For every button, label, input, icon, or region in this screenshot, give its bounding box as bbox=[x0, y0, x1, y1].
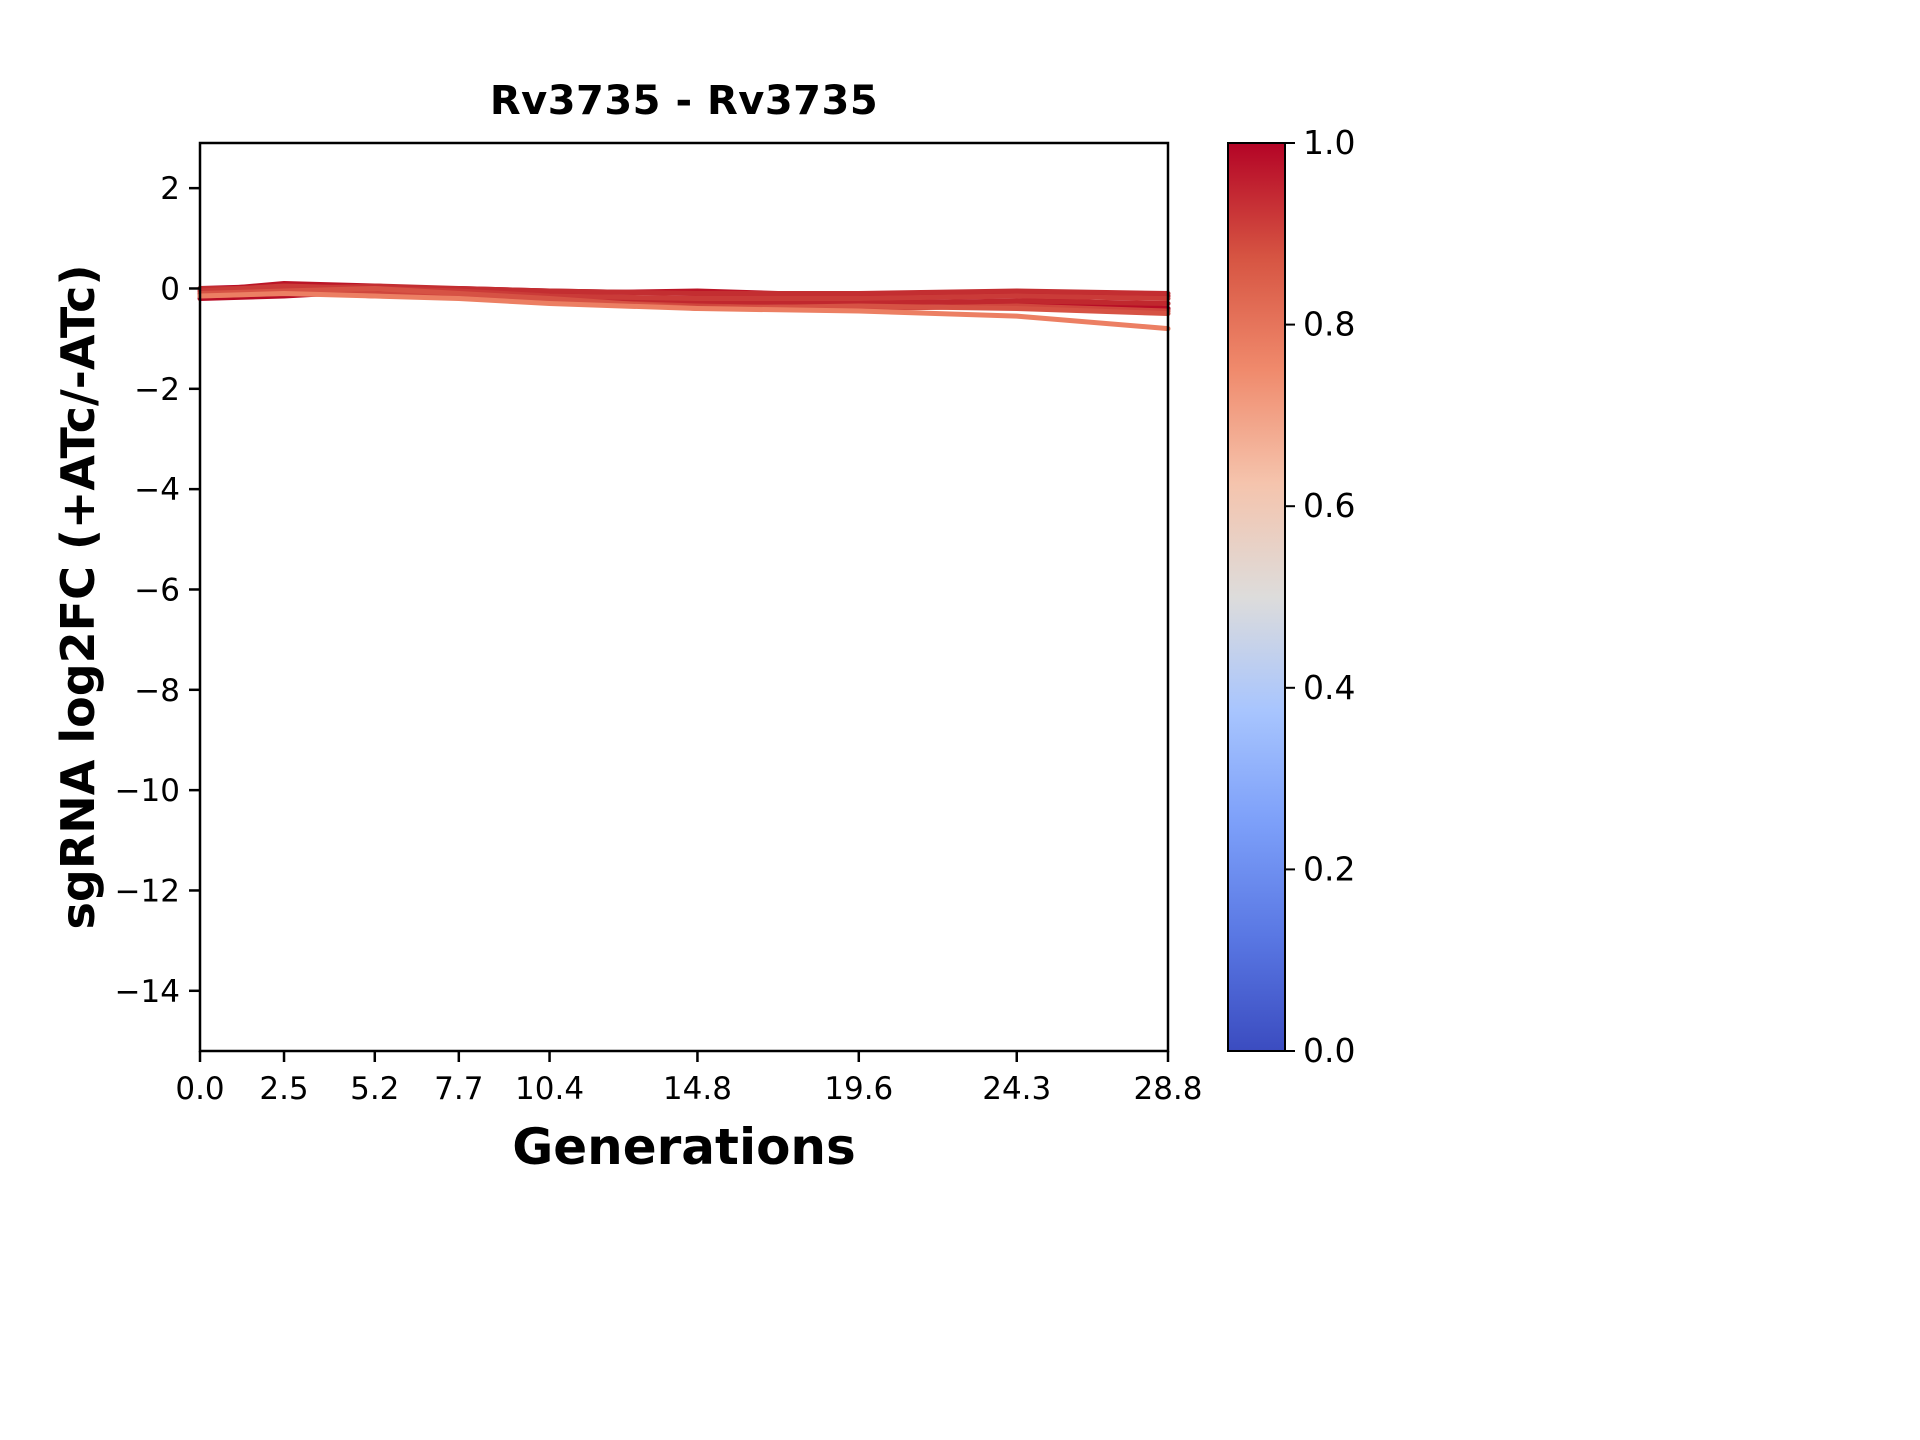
x-tick-label: 7.7 bbox=[434, 1071, 483, 1107]
y-tick-label: −4 bbox=[134, 472, 180, 508]
colorbar-gradient bbox=[1228, 143, 1285, 1051]
line-series-sgRNA-3 bbox=[197, 280, 1171, 299]
y-tick-label: −10 bbox=[115, 773, 180, 809]
line-series-sgRNA-9 bbox=[197, 290, 1171, 332]
colorbar-tick-label: 0.4 bbox=[1303, 668, 1355, 707]
colorbar-tick-label: 0.6 bbox=[1303, 486, 1355, 525]
y-axis-label: sgRNA log2FC (+ATc/-ATc) bbox=[51, 264, 105, 930]
y-tick-label: −14 bbox=[115, 974, 180, 1010]
line-series-sgRNA-8 bbox=[197, 285, 1171, 317]
x-tick-label: 2.5 bbox=[259, 1071, 308, 1107]
y-tick-label: 2 bbox=[160, 171, 180, 207]
x-axis-label: Generations bbox=[512, 1118, 856, 1176]
x-tick-label: 24.3 bbox=[982, 1071, 1051, 1107]
colorbar-border bbox=[1227, 142, 1286, 1052]
y-tick-label: 0 bbox=[160, 271, 180, 307]
colorbar-tick-label: 1.0 bbox=[1303, 123, 1355, 162]
x-tick-label: 5.2 bbox=[350, 1071, 399, 1107]
y-tick-label: −8 bbox=[134, 673, 180, 709]
y-tick-label: −6 bbox=[134, 572, 180, 608]
colorbar-tick-label: 0.8 bbox=[1303, 305, 1355, 344]
chart-title: Rv3735 - Rv3735 bbox=[489, 78, 879, 124]
x-tick-label: 28.8 bbox=[1133, 1071, 1202, 1107]
colorbar-tick-label: 0.2 bbox=[1303, 849, 1355, 888]
colorbar-tick-label: 0.0 bbox=[1303, 1031, 1355, 1070]
plot-border bbox=[198, 141, 1170, 1053]
y-tick-label: −2 bbox=[134, 372, 180, 408]
y-tick-label: −12 bbox=[115, 873, 180, 909]
line-series-sgRNA-6 bbox=[197, 283, 1171, 302]
x-tick-label: 14.8 bbox=[663, 1071, 732, 1107]
x-tick-label: 10.4 bbox=[515, 1071, 584, 1107]
x-tick-label: 19.6 bbox=[824, 1071, 893, 1107]
x-tick-label: 0.0 bbox=[175, 1071, 224, 1107]
